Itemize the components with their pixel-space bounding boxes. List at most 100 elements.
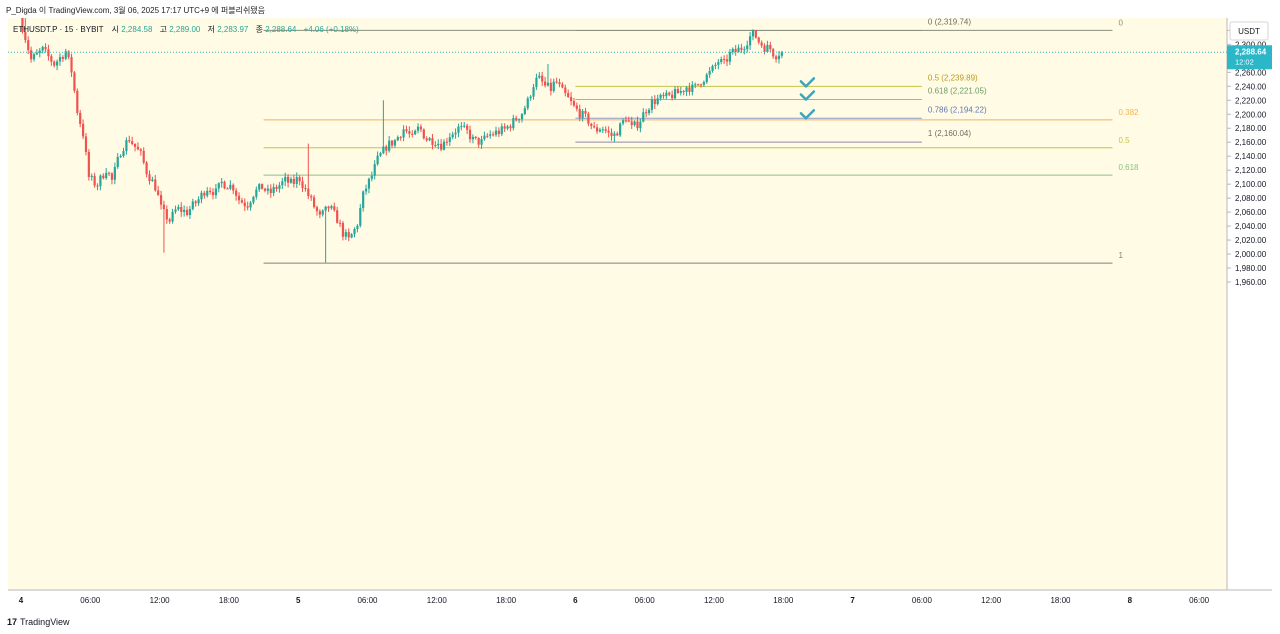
candle-body <box>119 155 122 158</box>
candle-body <box>197 199 200 204</box>
candle-body <box>624 120 628 122</box>
candle-body <box>171 211 174 222</box>
currency-box[interactable] <box>1229 21 1269 41</box>
candle-body <box>659 94 662 99</box>
candle-body <box>30 50 33 60</box>
candle-body <box>390 140 394 146</box>
y-tick-label: 1,960.00 <box>1235 278 1267 287</box>
candle-body <box>731 48 734 53</box>
candle-body <box>162 204 166 210</box>
candle-body <box>665 92 668 97</box>
candle-body <box>99 175 102 187</box>
candle-body <box>76 90 79 113</box>
fib-large-level-label: 0.382 <box>1118 108 1139 117</box>
candle-body <box>549 82 552 91</box>
candle-body <box>122 151 125 156</box>
candle-body <box>70 57 73 73</box>
candle-body <box>682 91 685 93</box>
candle-body <box>538 75 541 78</box>
y-tick-label: 2,080.00 <box>1235 194 1267 203</box>
check-mark-icon <box>799 109 816 120</box>
y-tick-label: 2,180.00 <box>1235 124 1267 133</box>
legend-low-label: 저 <box>208 25 215 34</box>
candle-body <box>650 99 654 110</box>
symbol-legend[interactable]: ETHUSDT.P · 15 · BYBIT 시 2,284.58 고 2,28… <box>13 25 359 34</box>
candle-body <box>396 137 399 141</box>
candle-body <box>772 49 775 57</box>
y-tick-label: 2,240.00 <box>1235 82 1267 91</box>
candle-body <box>575 105 578 109</box>
candle-body <box>445 141 449 143</box>
candle-body <box>243 202 246 207</box>
candle-body <box>668 92 671 95</box>
candle-body <box>708 70 711 75</box>
candle-body <box>185 209 189 216</box>
candles-layer <box>21 5 783 263</box>
candle-body <box>240 200 243 203</box>
candle-body <box>90 175 93 178</box>
candle-body <box>107 172 111 174</box>
check-mark-icon <box>799 90 816 101</box>
candle-body <box>136 146 140 150</box>
candle-body <box>362 191 365 209</box>
candle-body <box>370 175 373 179</box>
tradingview-logo[interactable]: 17 TradingView <box>7 617 70 627</box>
candle-body <box>307 188 310 197</box>
x-tick-label: 4 <box>19 596 24 605</box>
time-axis[interactable]: 4 06:00 12:00 18:00 5 06:00 12:00 18:00 6 06:00 12… <box>19 596 1210 605</box>
candle-body <box>497 130 500 135</box>
candle-body <box>442 141 446 150</box>
candle-body <box>347 232 350 238</box>
candle-body <box>494 130 498 135</box>
candle-body <box>671 94 674 99</box>
candle-body <box>128 140 131 142</box>
candle-body <box>520 114 524 120</box>
x-tick-label: 06:00 <box>912 596 933 605</box>
candle-body <box>53 61 56 66</box>
y-tick-label: 2,020.00 <box>1235 236 1267 245</box>
fib-small-level-label: 0.5 (2,239.89) <box>928 73 978 82</box>
candle-body <box>711 65 714 71</box>
candle-body <box>532 87 535 97</box>
candle-body <box>183 209 186 213</box>
candle-body <box>27 40 30 51</box>
candle-body <box>275 186 278 189</box>
tradingview-brand: TradingView <box>20 617 70 627</box>
y-tick-label: 2,060.00 <box>1235 208 1267 217</box>
candle-body <box>642 112 645 122</box>
candle-body <box>517 119 521 121</box>
price-chart[interactable]: 0 0.382 0.5 0.618 1 0 (2,319.74) 0.5 (2,239.89… <box>8 5 1272 616</box>
candle-body <box>188 208 192 216</box>
candle-body <box>217 183 220 189</box>
y-tick-label: 2,120.00 <box>1235 166 1267 175</box>
candle-body <box>489 134 492 136</box>
candle-body <box>419 126 423 130</box>
candle-body <box>402 129 405 138</box>
chart-container[interactable]: 0 0.382 0.5 0.618 1 0 (2,319.74) 0.5 (2,239.89… <box>8 5 1272 616</box>
candle-body <box>367 178 371 189</box>
candle-body <box>702 82 705 85</box>
candle-body <box>38 50 41 53</box>
price-scale-bg <box>1227 18 1272 616</box>
y-tick-label: 1,980.00 <box>1235 264 1267 273</box>
candle-body <box>295 177 298 184</box>
candle-body <box>379 153 382 156</box>
candle-body <box>572 101 576 106</box>
candle-body <box>194 201 197 204</box>
candle-body <box>639 121 642 129</box>
candle-body <box>468 129 472 140</box>
candle-body <box>385 146 388 151</box>
candle-body <box>697 84 700 86</box>
candle-body <box>555 81 558 83</box>
candle-body <box>757 37 760 43</box>
x-tick-label: 06:00 <box>635 596 656 605</box>
check-mark-icon <box>799 77 816 88</box>
candle-body <box>633 121 636 126</box>
candle-body <box>393 140 397 146</box>
candle-body <box>685 87 688 92</box>
fibonacci-layer: 0 0.382 0.5 0.618 1 0 (2,319.74) 0.5 (2,239.89… <box>263 18 1139 264</box>
candle-body <box>613 133 616 136</box>
candle-body <box>223 181 226 189</box>
candle-body <box>286 176 290 183</box>
candle-body <box>174 209 177 212</box>
